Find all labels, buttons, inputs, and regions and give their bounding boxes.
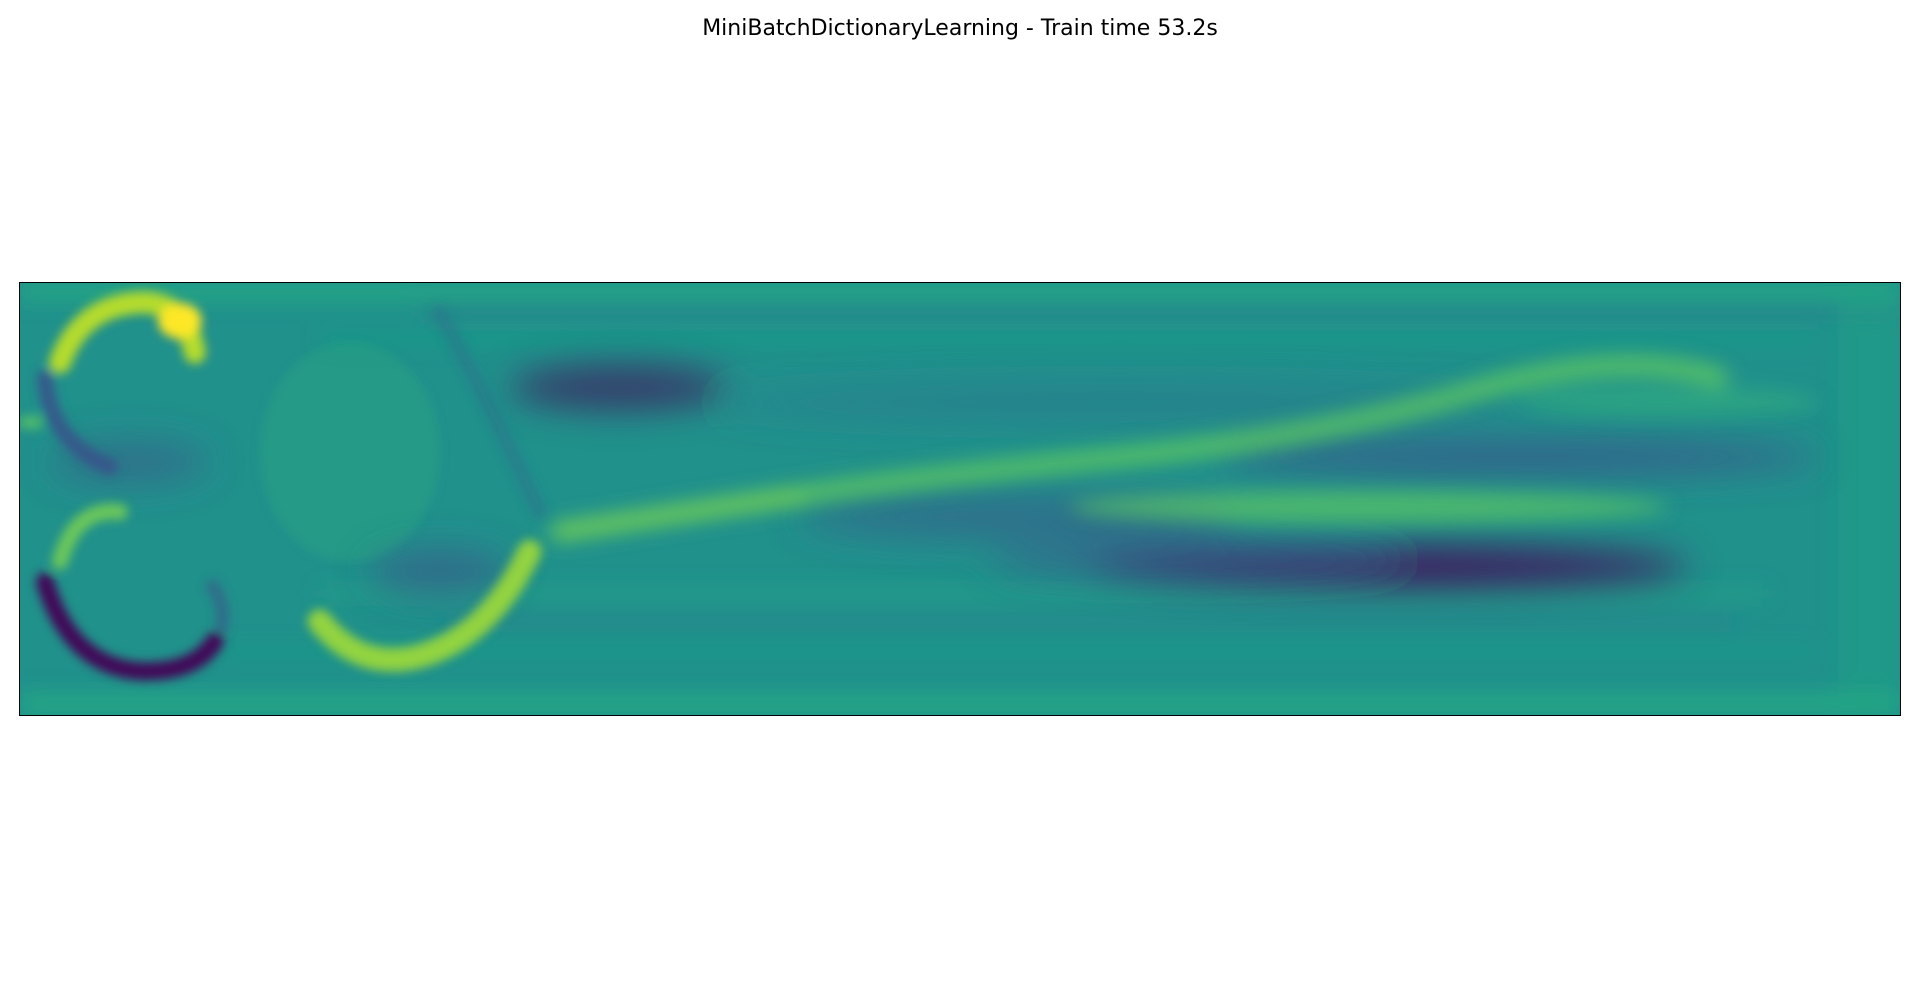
heatmap-canvas — [20, 283, 1900, 715]
dictionary-atom-image — [19, 282, 1901, 716]
figure-title: MiniBatchDictionaryLearning - Train time… — [702, 16, 1218, 41]
